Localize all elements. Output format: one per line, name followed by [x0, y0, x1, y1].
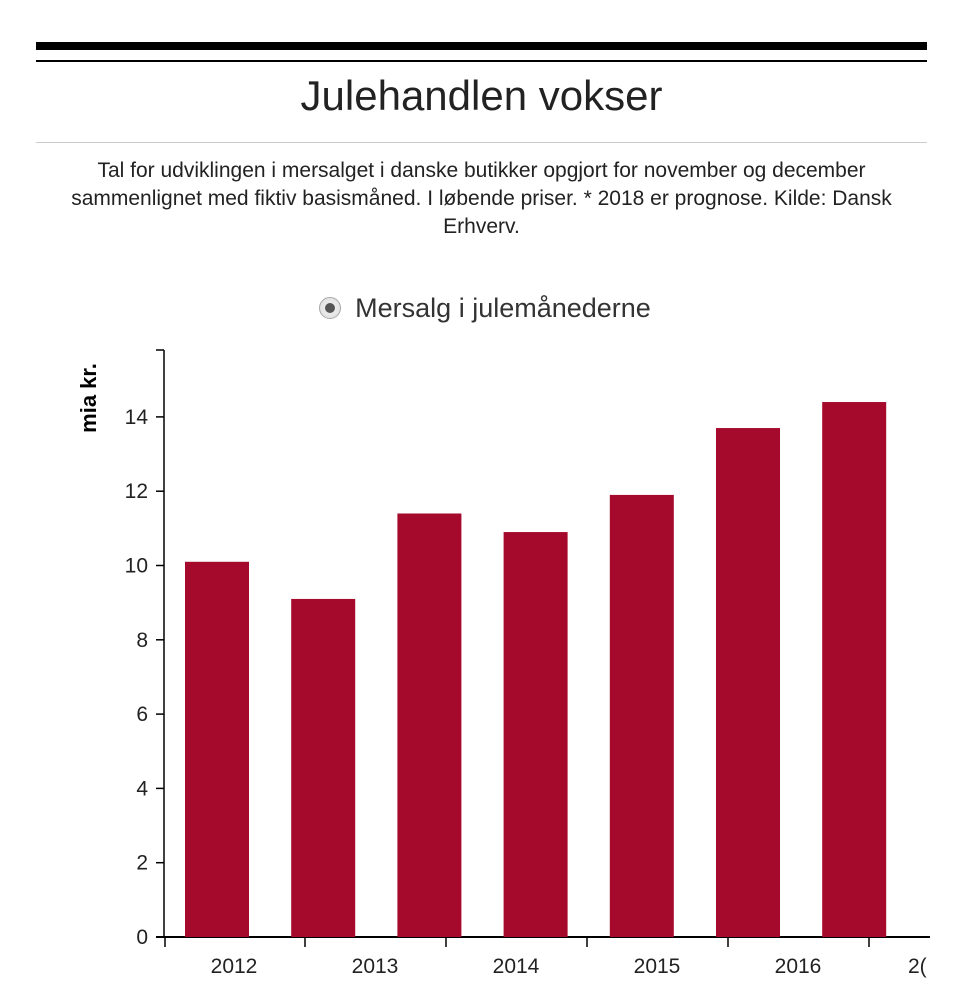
y-tick-label: 8 — [136, 629, 148, 652]
y-tick-label: 6 — [136, 703, 148, 726]
radio-button-icon[interactable] — [319, 297, 342, 319]
bar[interactable] — [609, 494, 674, 937]
bar[interactable] — [291, 598, 356, 937]
bar[interactable] — [185, 561, 249, 937]
y-tick-label: 10 — [125, 555, 148, 578]
x-tick-label: 2014 — [493, 955, 540, 978]
bar-series — [185, 402, 887, 937]
x-axis: 2012 2013 2014 2015 2016 2( — [156, 936, 930, 978]
y-axis-title: mia kr. — [76, 363, 101, 433]
y-axis: 0 2 4 6 8 10 12 14 — [125, 349, 165, 949]
top-rule-thin — [36, 60, 927, 62]
x-tick-label: 2012 — [211, 955, 258, 978]
legend-label: Mersalg i julemånederne — [355, 292, 651, 323]
bar[interactable] — [716, 428, 780, 937]
legend-item-mersalg[interactable]: Mersalg i julemånederne — [319, 293, 651, 324]
y-tick-label: 0 — [136, 926, 148, 949]
x-tick-label: 2013 — [352, 955, 399, 978]
bar[interactable] — [503, 532, 568, 937]
x-tick-label: 2016 — [775, 955, 822, 978]
y-tick-label: 2 — [136, 852, 148, 875]
y-tick-label: 4 — [136, 777, 148, 800]
x-tick-label-cut: 2( — [908, 955, 927, 978]
top-rule-thick — [36, 42, 927, 50]
title-divider — [36, 142, 927, 143]
radio-selected-dot-icon — [325, 303, 336, 313]
legend: Mersalg i julemånederne — [0, 290, 960, 326]
bar[interactable] — [822, 402, 887, 937]
y-tick-label: 14 — [125, 406, 149, 429]
bar[interactable] — [397, 513, 462, 937]
chart-subtitle: Tal for udviklingen i mersalget i danske… — [71, 159, 892, 238]
x-tick-label: 2015 — [634, 955, 681, 978]
chart-title: Julehandlen vokser — [300, 72, 663, 119]
y-tick-label: 12 — [125, 480, 148, 503]
